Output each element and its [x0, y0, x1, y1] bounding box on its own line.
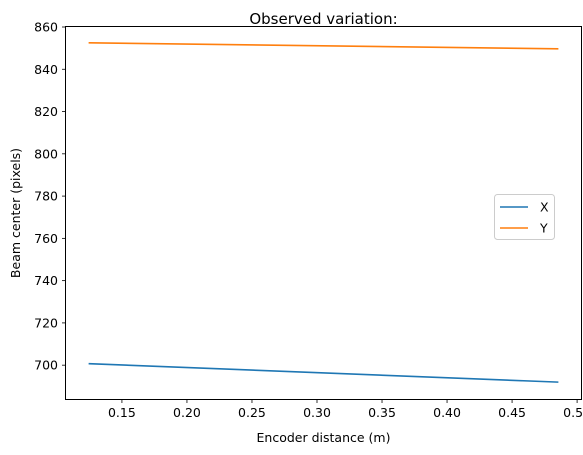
- y-tick-label: 740: [34, 273, 58, 288]
- series-layer: [88, 42, 559, 383]
- y-tick-label: 700: [34, 358, 58, 373]
- legend-label-x: X: [540, 200, 549, 215]
- legend-label-y: Y: [539, 221, 548, 236]
- series-line-x: [88, 362, 559, 383]
- chart-title: Observed variation:: [249, 10, 397, 28]
- y-axis: 700 720 740 760 780 800 820 840 860: [34, 20, 66, 373]
- x-axis: 0.15 0.20 0.25 0.30 0.35 0.40 0.45 0.50: [108, 399, 583, 420]
- y-tick-label: 840: [34, 62, 58, 77]
- legend-items: XY: [500, 200, 549, 236]
- series-line-y: [88, 42, 559, 50]
- legend: XY: [494, 194, 555, 240]
- x-tick-label: 0.25: [238, 405, 266, 420]
- y-tick-label: 720: [34, 315, 58, 330]
- y-axis-title: Beam center (pixels): [8, 148, 23, 278]
- x-axis-title: Encoder distance (m): [257, 430, 391, 445]
- x-tick-label: 0.40: [433, 405, 461, 420]
- y-tick-label: 860: [34, 20, 58, 35]
- plot-frame: [65, 26, 582, 400]
- x-tick-label: 0.20: [173, 405, 201, 420]
- y-tick-label: 780: [34, 189, 58, 204]
- x-tick-label: 0.30: [303, 405, 331, 420]
- y-tick-label: 800: [34, 146, 58, 161]
- x-tick-label: 0.35: [368, 405, 396, 420]
- y-tick-label: 760: [34, 231, 58, 246]
- y-tick-label: 820: [34, 104, 58, 119]
- x-tick-label: 0.15: [108, 405, 136, 420]
- plot-area: [65, 26, 582, 400]
- x-tick-label: 0.45: [498, 405, 526, 420]
- x-tick-label: 0.50: [563, 405, 583, 420]
